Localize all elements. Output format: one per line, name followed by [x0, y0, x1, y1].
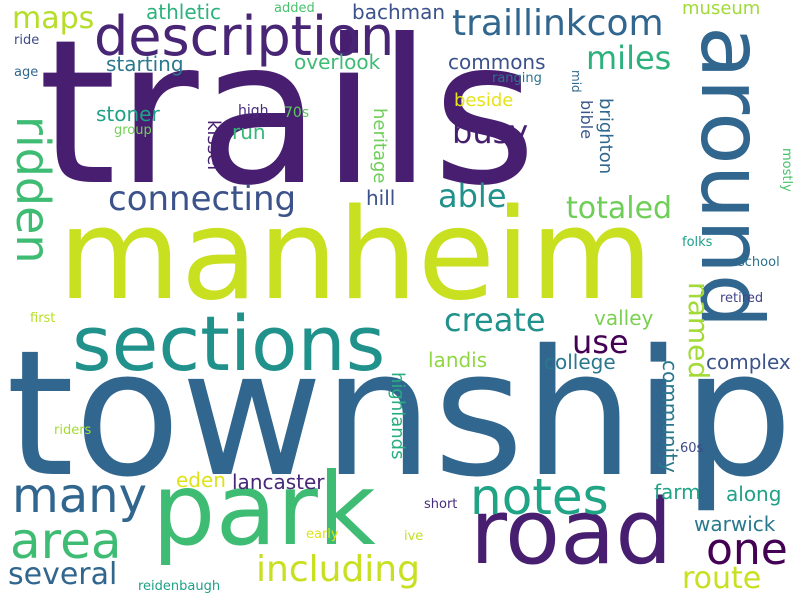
word-warwick: warwick	[694, 512, 776, 536]
word-sections: sections	[72, 299, 386, 388]
word-manheim: manheim	[58, 181, 653, 328]
word-athletic: athletic	[146, 0, 222, 24]
word-group: group	[114, 123, 152, 138]
word-mid: mid	[569, 70, 583, 93]
word-college: college	[544, 350, 616, 374]
word-ridden: ridden	[6, 116, 60, 264]
word-beside: beside	[454, 90, 514, 111]
word-community: community	[658, 360, 682, 473]
word-brighton: brighton	[595, 98, 616, 175]
word-ride: ride	[14, 33, 40, 48]
word-township: township	[6, 313, 793, 516]
word-park: park	[152, 451, 376, 568]
word-early: early	[306, 527, 339, 542]
word-farm: farm	[654, 480, 701, 504]
word-valley: valley	[594, 306, 654, 330]
word-stoner: stoner	[96, 102, 160, 126]
word-added: added	[274, 1, 315, 16]
word-starting: starting	[106, 52, 184, 76]
word-eden: eden	[176, 468, 226, 492]
word-school: school	[738, 255, 780, 270]
word-70s: 70s	[284, 105, 310, 121]
word-connecting: connecting	[108, 179, 297, 219]
word-complex: complex	[706, 350, 791, 374]
word-including: including	[256, 549, 420, 590]
word-kissel: kissel	[203, 120, 224, 171]
word-description: description	[94, 5, 395, 68]
word-commons: commons	[448, 50, 546, 74]
word-heritage: heritage	[369, 108, 390, 184]
word-bachman: bachman	[352, 0, 446, 24]
word-60s: 60s	[680, 441, 704, 456]
word-trails: trails	[38, 0, 537, 230]
word-overlook: overlook	[294, 50, 381, 74]
word-road: road	[470, 480, 673, 585]
word-reidenbaugh: reidenbaugh	[138, 579, 221, 594]
word-retired: retired	[720, 291, 764, 306]
word-several: several	[8, 557, 118, 592]
word-run: run	[232, 120, 266, 144]
word-around: around	[681, 26, 781, 329]
word-traillinkcom: traillinkcom	[452, 3, 664, 44]
word-busy: busy	[452, 113, 529, 151]
word-highlands: highlands	[387, 372, 408, 460]
word-along: along	[726, 482, 782, 506]
word-mostly: mostly	[779, 148, 794, 192]
word-landis: landis	[428, 348, 488, 372]
word-many: many	[12, 468, 147, 524]
word-bible: bible	[577, 100, 596, 140]
word-ranging: ranging	[492, 71, 542, 86]
word-named: named	[682, 282, 715, 380]
word-able: able	[438, 177, 507, 215]
word-totaled: totaled	[566, 191, 673, 226]
word-maps: maps	[12, 1, 95, 36]
word-lancaster: lancaster	[232, 470, 325, 494]
word-museum: museum	[682, 0, 761, 19]
word-area: area	[10, 512, 122, 570]
word-age: age	[14, 65, 39, 80]
word-ive: ive	[404, 529, 424, 544]
word-first: first	[30, 311, 56, 326]
word-riders: riders	[54, 423, 92, 438]
word-hill: hill	[366, 186, 396, 210]
word-use: use	[572, 323, 629, 361]
word-route: route	[682, 561, 762, 596]
word-folks: folks	[682, 235, 713, 250]
word-high: high	[238, 103, 269, 119]
word-one: one	[706, 524, 788, 575]
word-miles: miles	[586, 39, 672, 77]
word-create: create	[444, 301, 546, 339]
word-short: short	[424, 497, 458, 512]
word-notes: notes	[470, 468, 609, 526]
